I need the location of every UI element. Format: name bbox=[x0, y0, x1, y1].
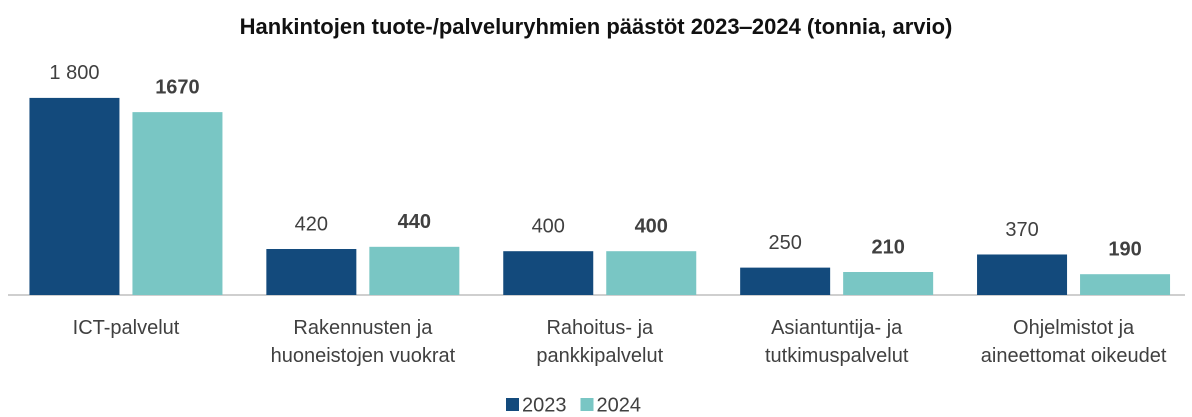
bar bbox=[843, 272, 934, 295]
value-label: 1 800 bbox=[49, 62, 99, 84]
value-label: 1670 bbox=[155, 76, 200, 98]
legend-label: 2023 bbox=[522, 394, 567, 416]
legend-label: 2024 bbox=[597, 394, 642, 416]
value-label: 190 bbox=[1108, 238, 1141, 260]
value-label: 440 bbox=[398, 211, 431, 233]
bar bbox=[369, 246, 460, 295]
bar bbox=[977, 254, 1068, 295]
x-tick-label: Rakennusten ja huoneistojen vuokrat bbox=[270, 317, 456, 367]
value-label: 420 bbox=[295, 213, 328, 235]
bar bbox=[1080, 274, 1171, 295]
legend-swatch bbox=[580, 398, 594, 411]
bar bbox=[266, 249, 357, 295]
bar bbox=[132, 112, 223, 295]
x-tick-label: Asiantuntija- ja tutkimuspalvelut bbox=[764, 317, 909, 367]
legend-swatch bbox=[506, 398, 519, 411]
bar bbox=[503, 251, 594, 295]
x-tick-label: Rahoitus- ja pankkipalvelut bbox=[536, 317, 664, 367]
value-label: 250 bbox=[768, 232, 801, 254]
x-tick-label: Ohjelmistot ja aineettomat oikeudet bbox=[980, 317, 1167, 367]
value-label: 210 bbox=[871, 236, 904, 258]
bar bbox=[606, 251, 697, 295]
value-label: 370 bbox=[1005, 219, 1038, 241]
bar bbox=[740, 267, 831, 295]
chart-title: Hankintojen tuote-/palveluryhmien päästö… bbox=[240, 14, 953, 39]
bar bbox=[29, 97, 120, 296]
value-label: 400 bbox=[532, 215, 565, 237]
x-tick-label: ICT-palvelut bbox=[72, 317, 180, 339]
value-label: 400 bbox=[635, 215, 668, 237]
